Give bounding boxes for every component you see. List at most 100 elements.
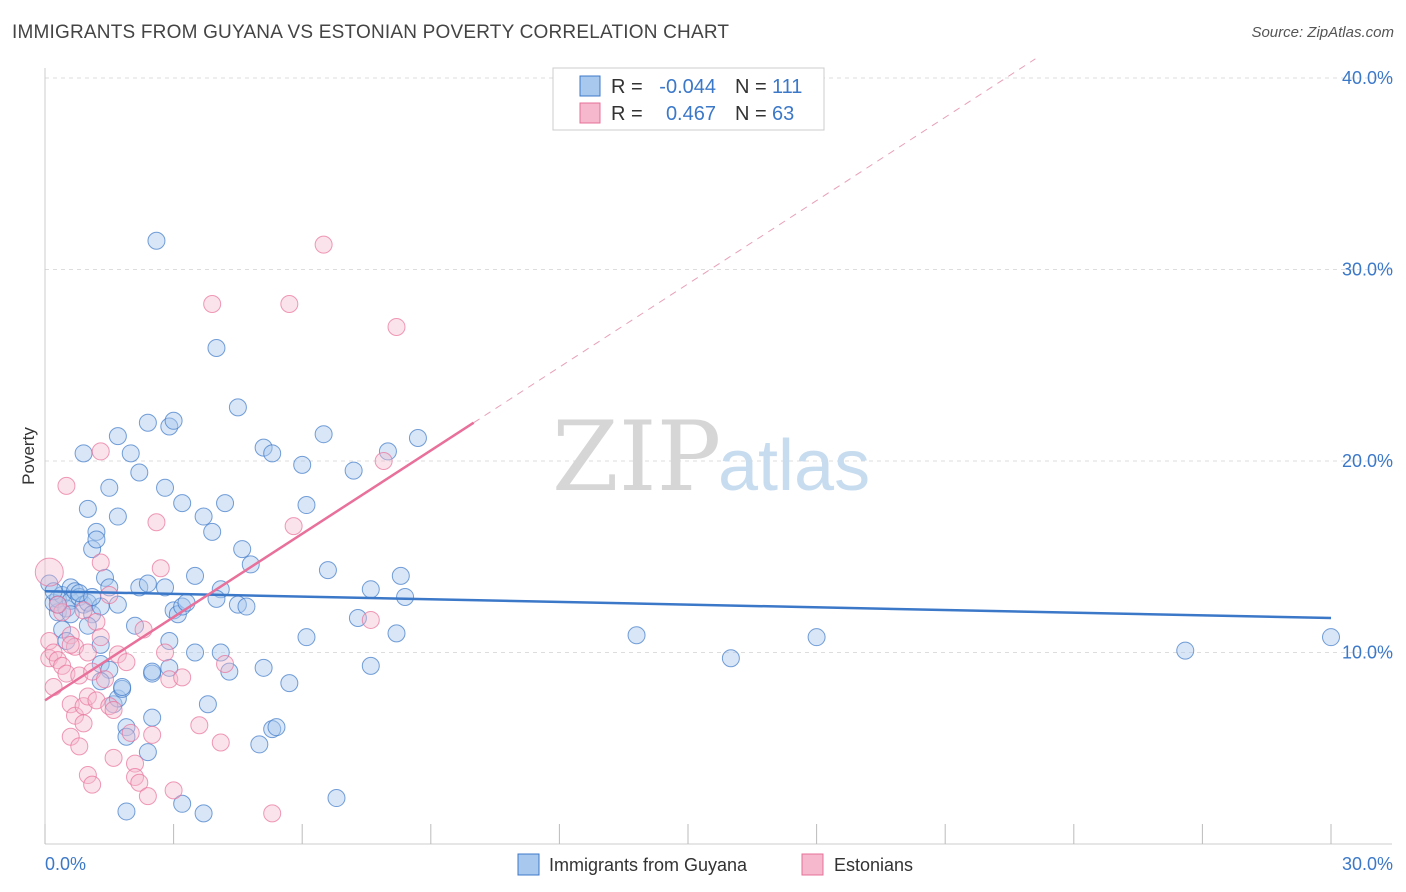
- guyana-point: [173, 494, 192, 513]
- watermark-zip: ZIP: [552, 401, 721, 513]
- guyana-point: [126, 616, 145, 635]
- estonians-point: [74, 601, 93, 620]
- estonians-point: [164, 781, 183, 800]
- estonians-point: [74, 714, 93, 733]
- estonians-point: [70, 737, 89, 756]
- estonians-point: [104, 748, 123, 767]
- guyana-point: [130, 578, 149, 597]
- guyana-point: [143, 708, 162, 727]
- guyana-point: [194, 507, 213, 526]
- legend-n-value-2: 63: [772, 103, 794, 125]
- legend-bottom: Immigrants from Guyana Estonians: [517, 853, 913, 876]
- guyana-point: [156, 478, 175, 497]
- y-tick-label: 30.0%: [1342, 260, 1393, 280]
- guyana-point: [267, 718, 286, 737]
- series-estonians-points: [34, 235, 406, 823]
- guyana-point: [108, 427, 127, 446]
- chart-title: IMMIGRANTS FROM GUYANA VS ESTONIAN POVER…: [12, 22, 730, 43]
- estonians-point: [78, 766, 97, 785]
- legend-bottom-swatch-pink: [801, 853, 824, 876]
- guyana-point: [378, 442, 397, 461]
- guyana-point: [156, 578, 175, 597]
- estonians-point: [387, 317, 406, 336]
- guyana-point: [164, 411, 183, 430]
- x-tick-label: 0.0%: [45, 854, 86, 874]
- guyana-point: [130, 463, 149, 482]
- estonians-point: [96, 670, 115, 689]
- estonians-point: [284, 517, 303, 536]
- guyana-point: [143, 662, 162, 681]
- estonians-point: [57, 476, 76, 495]
- guyana-point: [807, 628, 826, 647]
- guyana-point: [138, 413, 157, 432]
- guyana-point: [237, 597, 256, 616]
- guyana-point: [100, 478, 119, 497]
- guyana-point: [121, 444, 140, 463]
- legend-n-label-1: N =: [735, 76, 767, 98]
- guyana-point: [198, 695, 217, 714]
- estonians-point: [361, 610, 380, 629]
- guyana-point: [387, 624, 406, 643]
- guyana-point: [78, 499, 97, 518]
- estonians-point: [91, 442, 110, 461]
- guyana-point: [117, 802, 136, 821]
- guyana-point: [233, 540, 252, 559]
- guyana-point: [87, 522, 106, 541]
- estonians-point: [44, 677, 63, 696]
- chart-source: Source: ZipAtlas.com: [1251, 24, 1394, 41]
- guyana-point: [361, 656, 380, 675]
- legend-n-label-2: N =: [735, 103, 767, 125]
- guyana-point: [1176, 641, 1195, 660]
- guyana-point: [160, 632, 179, 651]
- guyana-point: [1322, 628, 1340, 647]
- legend-n-value-1: 111: [772, 76, 802, 98]
- estonians-point: [61, 635, 80, 654]
- estonians-point: [143, 725, 162, 744]
- guyana-point: [138, 574, 157, 593]
- estonians-point: [100, 586, 119, 605]
- guyana-point: [74, 444, 93, 463]
- guyana-point: [408, 429, 427, 448]
- guyana-point: [280, 674, 299, 693]
- guyana-point: [318, 561, 337, 580]
- guyana-point: [391, 566, 410, 585]
- guyana-point: [194, 804, 213, 823]
- y-tick-label: 40.0%: [1342, 68, 1393, 88]
- estonians-point: [78, 687, 97, 706]
- guyana-point: [263, 444, 282, 463]
- y-tick-label: 10.0%: [1342, 643, 1393, 663]
- guyana-point: [297, 628, 316, 647]
- guyana-point: [186, 643, 205, 662]
- guyana-point: [138, 743, 157, 762]
- guyana-point: [327, 789, 346, 808]
- guyana-trendline: [44, 589, 1332, 620]
- estonians-point: [130, 773, 149, 792]
- guyana-point: [207, 339, 226, 358]
- legend-swatch-pink: [579, 102, 601, 124]
- estonians-point: [374, 452, 393, 470]
- legend-r-label-2: R =: [611, 103, 643, 125]
- y-axis-label: Poverty: [19, 427, 38, 485]
- guyana-point: [721, 649, 740, 668]
- estonians-point: [211, 733, 230, 752]
- estonians-point: [61, 626, 80, 645]
- y-tick-label: 20.0%: [1342, 451, 1393, 471]
- legend-r-label-1: R =: [611, 76, 643, 98]
- estonians-point: [156, 643, 175, 662]
- trend-lines: [44, 58, 1332, 702]
- guyana-point: [314, 425, 333, 444]
- guyana-point: [186, 566, 205, 585]
- guyana-point: [627, 626, 646, 645]
- estonians-point: [104, 700, 123, 719]
- guyana-point: [228, 398, 247, 417]
- estonians-point: [314, 235, 333, 254]
- y-tick-labels: 10.0% 20.0% 30.0% 40.0%: [1342, 68, 1393, 663]
- legend-swatch-blue: [579, 75, 601, 97]
- guyana-point: [396, 587, 415, 606]
- estonians-point: [190, 716, 209, 735]
- guyana-point: [87, 530, 106, 549]
- watermark-atlas: atlas: [718, 426, 870, 506]
- estonians-point: [91, 553, 110, 572]
- estonians-point: [203, 294, 222, 313]
